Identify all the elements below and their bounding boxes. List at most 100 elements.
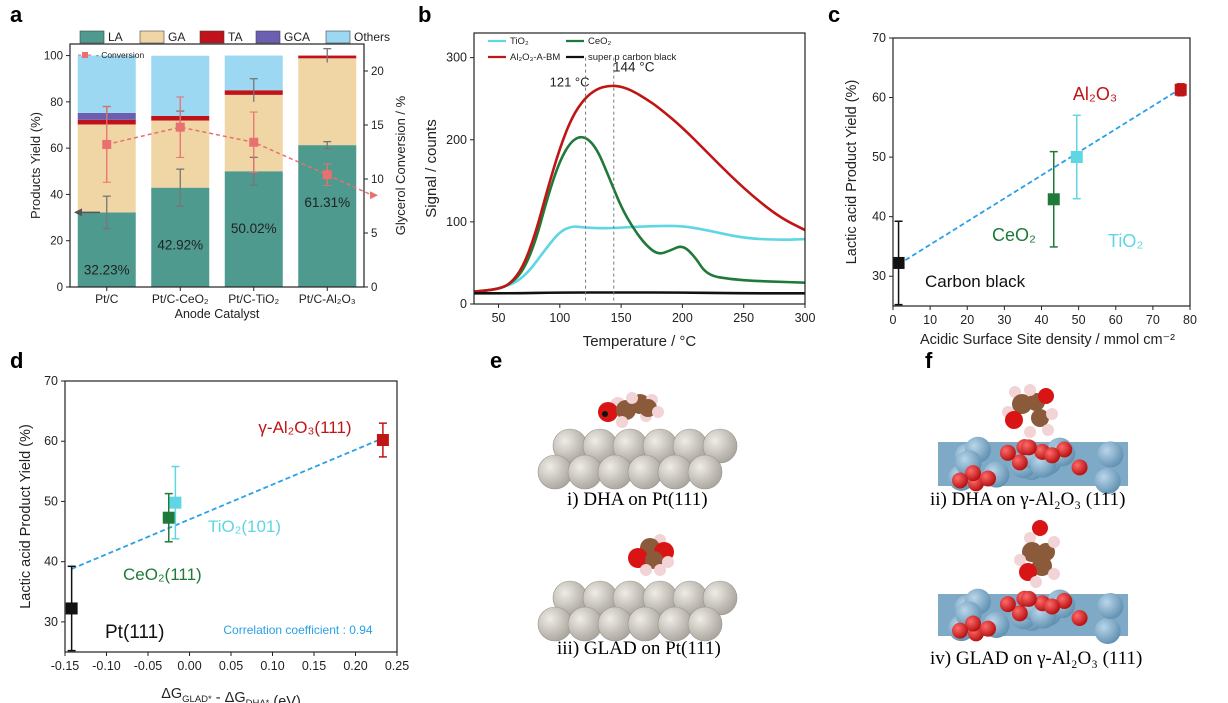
ytick-label: 30 <box>44 615 58 629</box>
ytick-right-label: 15 <box>371 120 384 132</box>
atom-C <box>1032 556 1052 576</box>
ytick-label: 60 <box>872 91 886 105</box>
pt-atom <box>537 606 573 642</box>
x-axis-label: ΔGGLAD* - ΔGDHA* (eV) <box>161 686 301 703</box>
fit-line <box>898 87 1182 266</box>
point-0 <box>65 602 78 615</box>
o-atom <box>1056 441 1073 458</box>
legend-swatch-LA <box>79 30 105 44</box>
atom-H <box>1048 568 1060 580</box>
series-line-1 <box>473 135 806 293</box>
atom-C <box>1031 409 1049 427</box>
legend-label-TA: TA <box>228 30 242 44</box>
conversion-point-2 <box>249 137 259 147</box>
o-atom <box>1044 598 1061 615</box>
pt-atom <box>687 454 723 490</box>
pt-atom <box>687 606 723 642</box>
value-label-3: 61.31% <box>304 195 350 210</box>
molecule-render-e-iii <box>537 534 738 642</box>
x-axis-label-subscript: DHA* <box>246 698 270 703</box>
point-0 <box>892 256 905 269</box>
o-atom <box>1044 447 1061 464</box>
value-label-0: 32.23% <box>84 262 130 277</box>
axes-frame <box>892 37 1191 307</box>
xtick-label: 80 <box>1183 313 1197 327</box>
al-atom <box>1097 593 1124 620</box>
ytick-label: 20 <box>50 236 63 248</box>
bar-Others-0 <box>77 55 136 113</box>
axes-frame <box>473 32 806 305</box>
xtick-label: 250 <box>733 311 754 325</box>
ytick-label: 80 <box>50 97 63 109</box>
value-label-1: 42.92% <box>157 238 203 253</box>
caption-e-iii: iii) GLAD on Pt(111) <box>557 638 721 659</box>
x-axis-label-part: - ΔG <box>212 690 246 703</box>
point-3 <box>1174 83 1187 96</box>
ytick-label: 0 <box>57 282 63 294</box>
xtick-label: 0.15 <box>302 659 326 673</box>
pt-atom <box>702 428 738 464</box>
ytick-label: 200 <box>446 133 467 147</box>
ytick-label: 60 <box>50 143 63 155</box>
y-axis-label: Signal / counts <box>423 119 440 217</box>
atom-H <box>1048 536 1060 548</box>
al-atom <box>1097 441 1124 468</box>
atom-H <box>1024 426 1036 438</box>
point-label-3: γ-Al₂O₃(111) <box>258 418 351 437</box>
conversion-arrow-line <box>326 173 373 196</box>
conversion-point-0 <box>102 139 112 149</box>
point-1 <box>1047 193 1060 206</box>
ytick-label: 100 <box>446 215 467 229</box>
point-label-2: TiO₂ <box>1108 231 1143 251</box>
molecule-render-f-iv <box>938 520 1128 645</box>
ytick-right-label: 0 <box>371 282 377 294</box>
x-axis-label: Acidic Surface Site density / mmol cm⁻² <box>920 332 1175 348</box>
ytick-label: 40 <box>50 189 63 201</box>
panel-label-d: d <box>10 348 23 373</box>
o-atom <box>1011 605 1028 622</box>
caption-f-iv: iv) GLAD on γ-Al₂O₃ (111) <box>930 648 1142 669</box>
pt-atom <box>567 454 603 490</box>
atom-H <box>1014 554 1026 566</box>
molecule-render-e-i <box>537 392 738 490</box>
legend-conversion-marker <box>82 52 88 58</box>
panel-label-a: a <box>10 2 23 27</box>
glad-molecule-pt <box>628 534 674 576</box>
legend-conversion-label: - Conversion <box>96 50 144 60</box>
atom-H <box>1042 424 1054 436</box>
atom-H <box>1024 384 1036 396</box>
atom-O <box>1005 411 1023 429</box>
pt-atom <box>627 454 663 490</box>
ytick-label: 40 <box>44 555 58 569</box>
xtick-label: -0.05 <box>134 659 163 673</box>
al-atom <box>1094 467 1121 494</box>
xtick-label-1: Pt/C-CeO₂ <box>152 292 209 306</box>
ytick-label: 50 <box>44 494 58 508</box>
annotation-144: 144 °C <box>613 60 655 75</box>
x-axis-label-subscript: GLAD* <box>182 694 212 703</box>
ytick-label: 100 <box>44 51 63 63</box>
atom-H <box>1024 532 1036 544</box>
pt-atom <box>567 606 603 642</box>
ytick-label: 300 <box>446 51 467 65</box>
al-atom <box>1094 618 1121 645</box>
x-axis-label: Temperature / °C <box>583 333 697 350</box>
point-3 <box>376 434 389 447</box>
x-axis-label-part: ΔG <box>161 686 182 702</box>
xtick-label: -0.15 <box>51 659 80 673</box>
point-label-2: TiO₂(101) <box>208 517 281 536</box>
xtick-label: 60 <box>1109 313 1123 327</box>
xtick-label: 50 <box>1072 313 1086 327</box>
legend-label-GA: GA <box>168 30 185 44</box>
ytick-right-label: 10 <box>371 174 384 186</box>
y-axis-right-label: Glycerol Conversion / % <box>393 95 408 235</box>
ytick-label: 40 <box>872 210 886 224</box>
y-axis-label: Lactic acid Product Yield (%) <box>844 80 860 265</box>
xtick-label: 0.00 <box>177 659 201 673</box>
atom-O <box>1038 388 1054 404</box>
pt-atom <box>627 606 663 642</box>
molecule-render-f-ii <box>938 384 1128 494</box>
o-atom <box>1071 610 1088 627</box>
y-axis-label: Products Yield (%) <box>28 112 43 219</box>
